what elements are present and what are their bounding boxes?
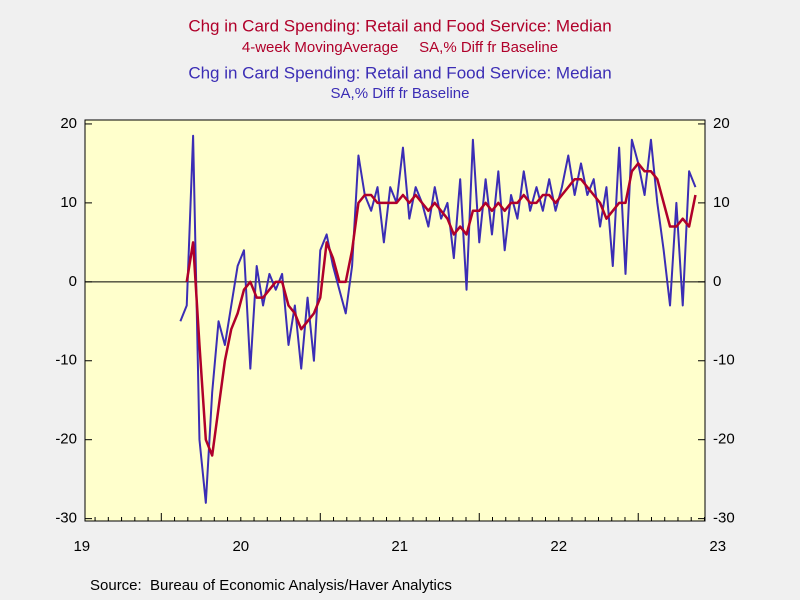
x-tick-label: 23 (709, 538, 726, 555)
y-tick-label: 0 (69, 273, 77, 290)
x-tick-label: 21 (391, 538, 408, 555)
series-line (185, 162, 697, 457)
y-tick-label: 20 (60, 115, 77, 132)
x-tick-label: 19 (73, 538, 90, 555)
y-tick-label: -30 (55, 510, 77, 527)
y-tick-label: 10 (60, 194, 77, 211)
x-tick-label: 22 (550, 538, 567, 555)
y2-tick-label: 10 (713, 194, 730, 211)
series-subtitle: SA,% Diff fr Baseline (331, 85, 470, 102)
y-tick-label: -10 (55, 352, 77, 369)
y2-tick-label: -30 (713, 510, 735, 527)
x-tick-label: 20 (232, 538, 249, 555)
series-subtitle: 4-week MovingAverage SA,% Diff fr Baseli… (242, 39, 558, 56)
source: Source: Bureau of Economic Analysis/Have… (90, 577, 452, 594)
y-tick-label: -20 (55, 431, 77, 448)
y2-tick-label: 0 (713, 273, 721, 290)
y2-tick-label: 20 (713, 115, 730, 132)
series-title: Chg in Card Spending: Retail and Food Se… (188, 63, 611, 82)
y2-tick-label: -20 (713, 431, 735, 448)
series-title: Chg in Card Spending: Retail and Food Se… (188, 16, 611, 35)
series-line (179, 134, 697, 504)
y2-tick-label: -10 (713, 352, 735, 369)
plot-area (84, 119, 706, 522)
